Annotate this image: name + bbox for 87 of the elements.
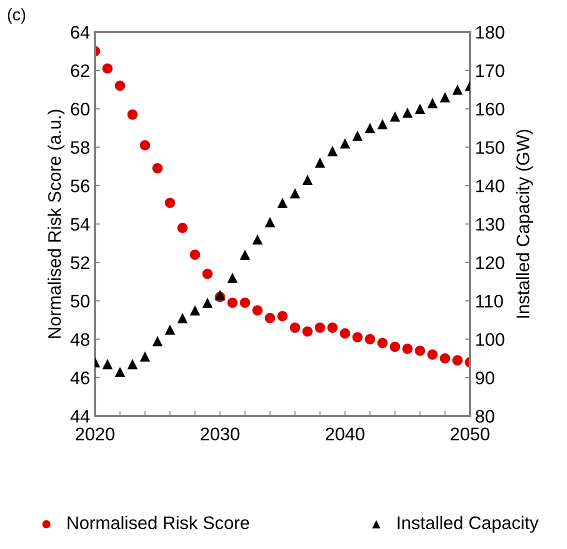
point: [140, 140, 150, 150]
point: [102, 63, 113, 74]
point: [390, 111, 400, 122]
point: [340, 138, 350, 149]
point: [327, 322, 338, 333]
point: [290, 322, 300, 333]
point: [427, 349, 438, 360]
text: (c): [8, 8, 26, 24]
y-tick-label: 48: [70, 333, 90, 346]
point: [252, 234, 263, 245]
y-tick-label: 64: [70, 26, 90, 39]
point: [414, 104, 426, 114]
point: [340, 328, 350, 339]
x-tick-label: 2020: [76, 428, 114, 440]
point: [440, 353, 450, 364]
point: [427, 98, 438, 108]
point: [402, 107, 413, 118]
y2-tick-label: 150: [476, 141, 504, 154]
point: [377, 338, 388, 348]
point: [377, 119, 388, 130]
y-axis-title: Normalised Risk Score (a.u.): [48, 110, 64, 338]
point: [202, 268, 213, 280]
y2-tick-label: 140: [476, 180, 504, 192]
point: [240, 250, 250, 260]
point: [390, 342, 400, 352]
x-tick-label: 2030: [200, 428, 240, 440]
legend-label: Installed Capacity: [398, 516, 539, 533]
legend-label: Normalised Risk Score: [68, 516, 250, 530]
point: [152, 163, 163, 174]
point: [352, 130, 363, 141]
y2-tick-label: 90: [476, 372, 494, 384]
y2-tick-label: 180: [476, 26, 504, 39]
x-tick-label: 2050: [450, 428, 490, 440]
point: [127, 109, 138, 120]
y-tick-label: 56: [70, 180, 90, 192]
point: [277, 198, 288, 208]
point: [264, 312, 276, 324]
point: [102, 359, 113, 370]
point: [227, 272, 238, 283]
point: [364, 122, 376, 134]
point: [227, 298, 238, 308]
point: [290, 188, 300, 198]
point: [114, 80, 126, 91]
point: [452, 84, 463, 95]
point: [140, 351, 150, 362]
x-tick-label: 2040: [326, 428, 364, 440]
point: [240, 298, 250, 308]
y-tick-label: 44: [70, 410, 90, 423]
y-tick-label: 50: [70, 294, 90, 308]
y2-tick-label: 80: [476, 410, 494, 423]
point: [252, 305, 263, 316]
point: [414, 346, 426, 356]
point: [190, 305, 200, 316]
point: [264, 216, 276, 228]
point: [164, 324, 176, 335]
point: [352, 332, 363, 342]
y-tick-label: 54: [70, 218, 90, 231]
point: [190, 250, 200, 260]
y2-tick-label: 160: [476, 102, 504, 116]
point: [202, 298, 213, 308]
y-tick-label: 46: [70, 372, 90, 384]
point: [164, 198, 176, 208]
point: [177, 312, 188, 324]
y-tick-label: 60: [70, 102, 90, 116]
point: [440, 92, 450, 102]
point: [314, 322, 326, 333]
y2-axis-title: Installed Capacity (GW): [516, 130, 533, 318]
point: [114, 366, 126, 377]
point: [402, 344, 413, 354]
point: [177, 222, 188, 233]
point: [152, 336, 163, 346]
y2-tick-label: 130: [476, 218, 504, 231]
point: [302, 174, 313, 185]
y2-tick-label: 100: [476, 333, 504, 346]
point: [452, 355, 463, 366]
point: [364, 334, 376, 344]
y-tick-label: 58: [70, 141, 90, 154]
y-tick-label: 52: [70, 256, 90, 270]
point: [314, 157, 326, 168]
y-tick-label: 62: [70, 64, 90, 78]
y2-tick-label: 170: [476, 64, 504, 78]
point: [277, 311, 288, 322]
y2-tick-label: 120: [476, 256, 504, 270]
point: [127, 359, 138, 370]
point: [302, 326, 313, 337]
y2-tick-label: 110: [476, 294, 503, 308]
point: [327, 146, 338, 156]
